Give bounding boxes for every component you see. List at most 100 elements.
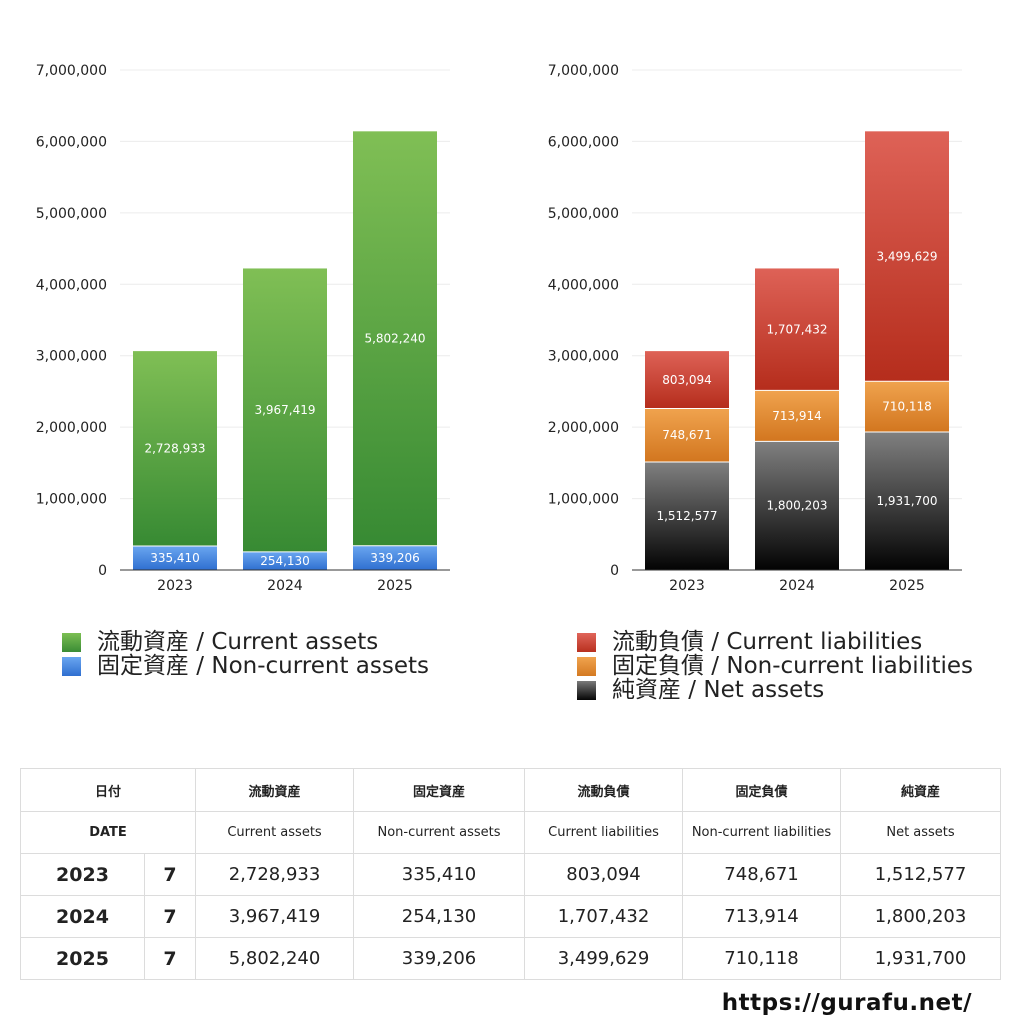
data-label: 335,410 (150, 551, 200, 565)
bar-segment (755, 441, 839, 570)
data-label: 254,130 (260, 554, 310, 568)
table-header-row-jp: 日付 流動資産 固定資産 流動負債 固定負債 純資産 (19, 768, 1002, 812)
year-cell: 2024 (20, 895, 145, 938)
value-cell: 748,671 (682, 853, 842, 896)
y-tick-label: 3,000,000 (548, 349, 619, 365)
y-tick-label: 1,000,000 (548, 492, 619, 508)
bar-segment (133, 546, 217, 570)
header-cell: 流動負債 (524, 768, 684, 812)
data-label: 803,094 (662, 373, 712, 387)
value-cell: 254,130 (353, 895, 526, 938)
financial-data-table: 日付 流動資産 固定資産 流動負債 固定負債 純資産 DATE Current … (19, 768, 1002, 980)
y-tick-label: 2,000,000 (548, 420, 619, 436)
value-cell: 1,800,203 (840, 895, 1002, 938)
legend-item: 流動負債 / Current liabilities (577, 630, 973, 654)
data-label: 710,118 (882, 400, 932, 414)
bar-segment (645, 408, 729, 462)
header-cell: Current assets (195, 811, 355, 854)
value-cell: 713,914 (682, 895, 842, 938)
header-cell: 流動資産 (195, 768, 355, 812)
value-cell: 3,967,419 (195, 895, 355, 938)
y-tick-label: 2,000,000 (36, 420, 107, 436)
data-label: 3,967,419 (254, 403, 315, 417)
site-url[interactable]: https://gurafu.net/ (721, 990, 972, 1016)
header-cell: 固定負債 (682, 768, 842, 812)
y-tick-label: 4,000,000 (36, 277, 107, 293)
y-tick-label: 6,000,000 (548, 134, 619, 150)
y-tick-label: 5,000,000 (548, 206, 619, 222)
year-cell: 2025 (20, 937, 145, 980)
bar-segment (645, 351, 729, 409)
x-tick-label: 2024 (779, 578, 815, 594)
header-cell: Current liabilities (524, 811, 684, 854)
bar-segment (243, 551, 327, 570)
legend-item: 固定資産 / Non-current assets (62, 654, 429, 678)
header-cell: Non-current assets (353, 811, 526, 854)
table-row: 2024 7 3,967,419 254,130 1,707,432 713,9… (20, 895, 1002, 938)
value-cell: 1,931,700 (840, 937, 1002, 980)
bar-segment (865, 381, 949, 433)
legend-item: 流動資産 / Current assets (62, 630, 429, 654)
month-cell: 7 (143, 853, 197, 896)
x-tick-label: 2025 (377, 578, 413, 594)
legend-label: 流動負債 / Current liabilities (612, 629, 923, 655)
x-tick-label: 2025 (889, 578, 925, 594)
header-cell: 日付 (19, 768, 197, 812)
data-label: 339,206 (370, 551, 420, 565)
bar-segment (353, 545, 437, 570)
legend-label: 固定負債 / Non-current liabilities (612, 653, 973, 679)
legend-label: 流動資産 / Current assets (97, 629, 379, 655)
value-cell: 5,802,240 (195, 937, 355, 980)
data-label: 713,914 (772, 409, 822, 423)
header-cell: Net assets (840, 811, 1002, 854)
legend-swatch-net-assets (577, 680, 596, 700)
data-label: 1,512,577 (656, 509, 717, 523)
header-cell: 純資産 (840, 768, 1002, 812)
header-cell: DATE (19, 811, 197, 854)
legend-swatch-current-liabilities (577, 632, 596, 652)
legend-item: 固定負債 / Non-current liabilities (577, 654, 973, 678)
bar-segment (243, 268, 327, 552)
bar-segment (865, 131, 949, 382)
y-tick-label: 4,000,000 (548, 277, 619, 293)
liabilities-legend: 流動負債 / Current liabilities 固定負債 / Non-cu… (577, 630, 973, 702)
x-tick-label: 2023 (669, 578, 705, 594)
table-header-row-en: DATE Current assets Non-current assets C… (19, 811, 1002, 854)
legend-swatch-non-current-liabilities (577, 656, 596, 676)
month-cell: 7 (143, 895, 197, 938)
data-label: 5,802,240 (364, 332, 425, 346)
x-tick-label: 2024 (267, 578, 303, 594)
bar-segment (645, 461, 729, 570)
legend-swatch-current-assets (62, 632, 81, 652)
value-cell: 1,707,432 (524, 895, 684, 938)
value-cell: 803,094 (524, 853, 684, 896)
bar-segment (353, 131, 437, 546)
header-cell: 固定資産 (353, 768, 526, 812)
legend-item: 純資産 / Net assets (577, 678, 973, 702)
value-cell: 335,410 (353, 853, 526, 896)
y-tick-label: 7,000,000 (548, 63, 619, 79)
y-tick-label: 0 (98, 563, 107, 579)
data-label: 748,671 (662, 428, 712, 442)
year-cell: 2023 (20, 853, 145, 896)
legend-label: 純資産 / Net assets (612, 677, 825, 703)
data-label: 2,728,933 (144, 442, 205, 456)
table-row: 2025 7 5,802,240 339,206 3,499,629 710,1… (20, 937, 1002, 980)
legend-label: 固定資産 / Non-current assets (97, 653, 430, 679)
bar-segment (755, 268, 839, 391)
data-label: 1,707,432 (766, 322, 827, 336)
y-tick-label: 6,000,000 (36, 134, 107, 150)
value-cell: 3,499,629 (524, 937, 684, 980)
y-tick-label: 5,000,000 (36, 206, 107, 222)
month-cell: 7 (143, 937, 197, 980)
bar-segment (865, 432, 949, 570)
table-row: 2023 7 2,728,933 335,410 803,094 748,671… (20, 853, 1002, 896)
y-tick-label: 3,000,000 (36, 349, 107, 365)
bar-segment (755, 390, 839, 442)
y-tick-label: 0 (610, 563, 619, 579)
assets-legend: 流動資産 / Current assets 固定資産 / Non-current… (62, 630, 429, 678)
value-cell: 339,206 (353, 937, 526, 980)
legend-swatch-non-current-assets (62, 656, 81, 676)
y-tick-label: 7,000,000 (36, 63, 107, 79)
header-cell: Non-current liabilities (682, 811, 842, 854)
